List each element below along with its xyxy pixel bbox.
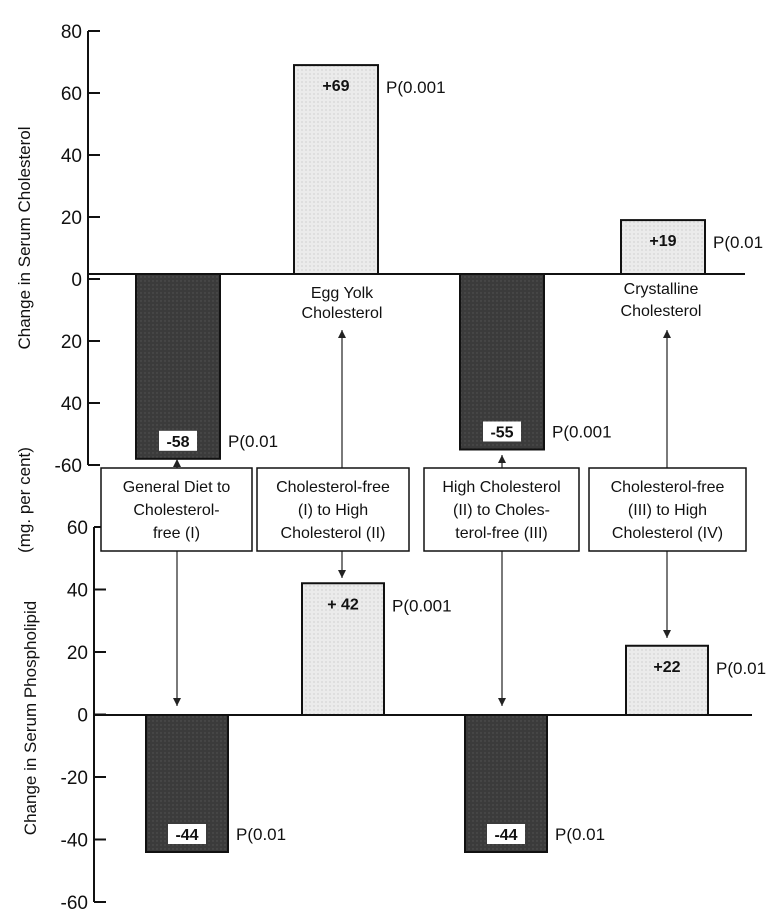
transition-boxes: General Diet to Cholesterol-free (I) Chole… [100,330,747,706]
phospholipid-value-label: +22 [653,659,680,676]
transition-box [588,467,747,552]
phospholipid-value-label-bg [168,824,206,844]
transition-box-text: terol-free (III) [455,525,547,542]
cholesterol-p-value: P(0.001 [386,78,446,97]
transition-box [100,467,253,552]
phospholipid-bar [464,714,548,853]
cholesterol-tick-label: 20 [61,332,82,353]
phospholipid-tick-label: -40 [61,831,88,852]
cholesterol-value-label-bg [483,421,521,442]
cholesterol-tick-label: 40 [61,394,82,415]
phospholipid-p-value: P(0.01 [236,825,286,844]
phospholipid-tick-label: 60 [67,518,88,539]
cholesterol-bar [293,64,379,275]
phospholipid-tick-label: -60 [61,893,88,914]
phospholipid-tick-label: 40 [67,581,88,602]
cholesterol-bar [620,219,706,276]
transition-box [256,467,410,552]
phospholipid-value-label-bg [487,824,525,844]
cholesterol-y-ticks: 80 60 40 20 0 20 40 -60 [55,22,100,477]
phospholipid-tick-label: 0 [77,706,88,727]
unit-label: (mg. per cent) [15,447,34,553]
phospholipid-tick-label: -20 [61,768,88,789]
phospholipid-tick-label: 20 [67,643,88,664]
transition-box-text: (III) to High [628,502,707,519]
cholesterol-bar [459,273,545,451]
arrowhead-icon [173,698,181,706]
crystalline-note-line1: Crystalline [624,281,699,298]
cholesterol-tick-label: 80 [61,22,82,43]
phospholipid-p-value: P(0.001 [392,596,452,615]
arrowhead-icon [338,330,346,338]
arrowhead-icon [338,570,346,578]
phospholipid-bar [301,582,385,716]
phospholipid-bar [625,644,709,716]
arrowhead-icon [498,698,506,706]
cholesterol-value-label: -58 [166,434,189,451]
cholesterol-tick-label: 40 [61,146,82,167]
egg-yolk-note-line2: Cholesterol [302,305,383,322]
phospholipid-p-value: P(0.01 [716,659,766,678]
transition-box-text: Cholesterol (IV) [612,525,723,542]
arrowhead-icon [663,330,671,338]
phospholipid-p-value: P(0.01 [555,825,605,844]
cholesterol-value-label-bg [159,430,197,451]
cholesterol-p-value: P(0.001 [552,423,612,442]
phospholipid-value-label: -44 [175,827,198,844]
transition-box-text: High Cholesterol [442,479,560,496]
cholesterol-tick-label: 20 [61,208,82,229]
egg-yolk-note-line1: Egg Yolk [311,285,374,302]
phospholipid-bars: -44 P(0.01 + 42 P(0.001 -44 P(0.01 +22 P(0.01 [145,582,766,853]
transition-box-text: General Diet to [123,479,231,496]
cholesterol-bar [135,273,221,460]
crystalline-note-line2: Cholesterol [621,303,702,320]
cholesterol-p-value: P(0.01 [228,432,278,451]
cholesterol-tick-label: -60 [55,456,82,477]
transition-box-text: Cholesterol-free [611,479,725,496]
cholesterol-value-label: +19 [649,233,676,250]
arrowhead-icon [663,630,671,638]
transition-box [423,467,580,552]
cholesterol-y-axis-title: Change in Serum Cholesterol [15,126,34,349]
cholesterol-bars: -58 P(0.01 +69 P(0.001 -55 P(0.001 +19 P(0.01 [135,64,763,460]
cholesterol-tick-label: 60 [61,84,82,105]
cholesterol-p-value: P(0.01 [713,233,763,252]
cholesterol-value-label: +69 [322,78,349,95]
arrowhead-icon [173,459,181,467]
cholesterol-value-label: -55 [490,425,513,442]
transition-box-text: free (I) [153,525,200,542]
phospholipid-y-ticks: 60 40 20 0 -20 -40 -60 [61,518,106,914]
cholesterol-chart: 80 60 40 20 0 20 40 -60 -58 P(0.01 +69 P(0.001 -55 P… [15,22,763,477]
transition-box-text: (II) to Choles- [453,502,550,519]
cholesterol-tick-label: 0 [71,270,82,291]
transition-box-text: Cholesterol- [133,502,219,519]
phospholipid-y-axis-title: Change in Serum Phospholipid [21,601,40,835]
arrowhead-icon [498,455,506,463]
phospholipid-value-label: + 42 [327,596,359,613]
phospholipid-value-label: -44 [494,827,517,844]
transition-box-text: Cholesterol (II) [281,525,386,542]
transition-box-text: Cholesterol-free [276,479,390,496]
transition-box-text: (I) to High [298,502,368,519]
